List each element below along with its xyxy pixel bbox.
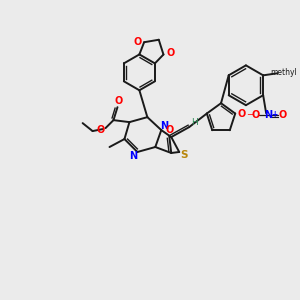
- Text: O: O: [279, 110, 287, 120]
- Text: N: N: [129, 151, 137, 161]
- Text: H: H: [191, 118, 197, 127]
- Text: methyl: methyl: [271, 68, 297, 77]
- Text: O: O: [165, 125, 173, 135]
- Text: O: O: [251, 110, 259, 120]
- Text: −: −: [246, 110, 253, 119]
- Text: O: O: [96, 125, 105, 135]
- Text: S: S: [180, 150, 188, 160]
- Text: O: O: [166, 47, 175, 58]
- Text: O: O: [237, 109, 245, 118]
- Text: O: O: [114, 96, 123, 106]
- Text: +: +: [271, 110, 277, 119]
- Text: O: O: [133, 37, 141, 47]
- Text: N: N: [264, 110, 272, 120]
- Text: N: N: [160, 121, 168, 131]
